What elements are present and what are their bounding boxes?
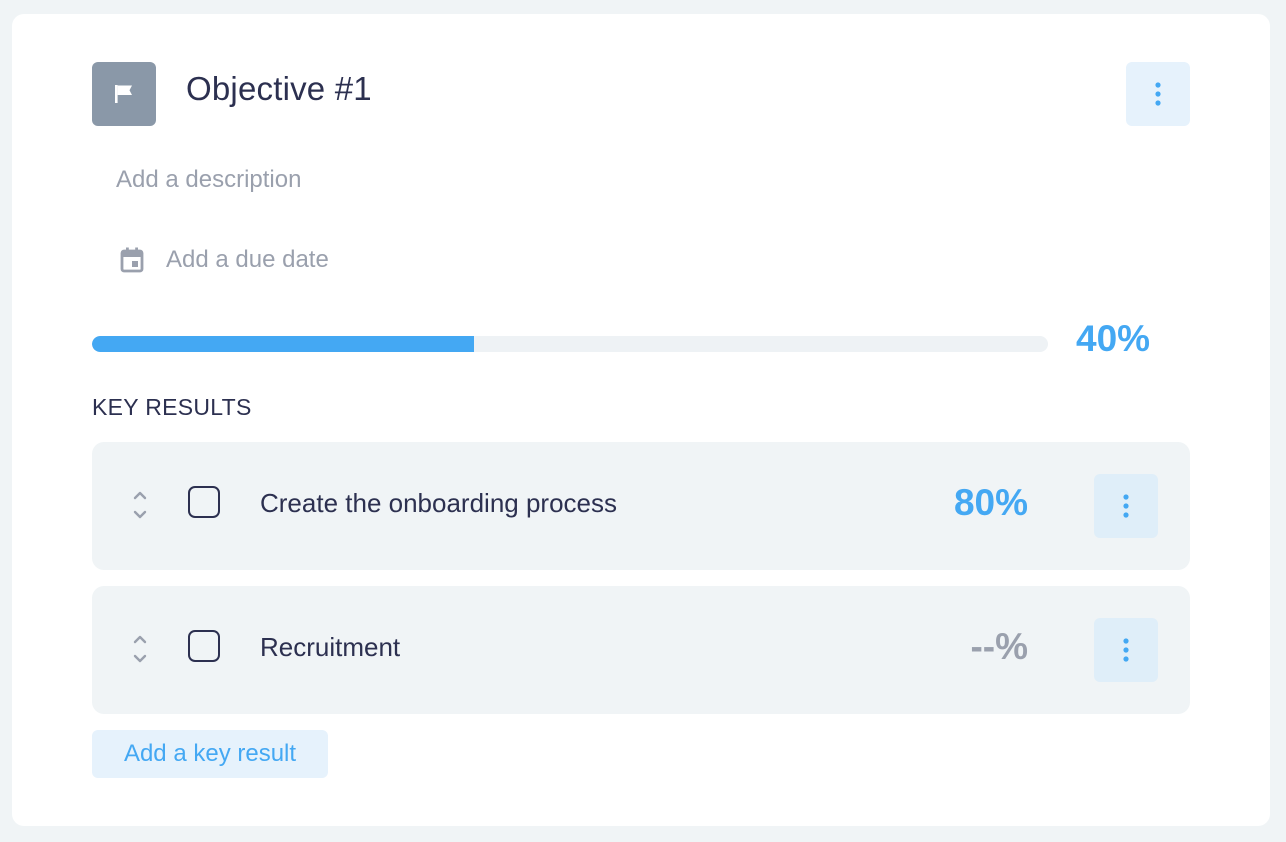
due-date-placeholder: Add a due date	[166, 246, 329, 273]
kebab-menu-icon	[1155, 82, 1161, 106]
description-field[interactable]: Add a description	[116, 166, 302, 193]
objective-progress-bar	[92, 336, 1048, 352]
key-result-row[interactable]: Recruitment --%	[92, 586, 1190, 714]
objective-card: Objective #1 Add a description Add a due…	[12, 14, 1270, 826]
due-date-field[interactable]: Add a due date	[118, 246, 329, 274]
key-result-label[interactable]: Recruitment	[260, 632, 401, 662]
key-result-percent[interactable]: 80%	[953, 482, 1028, 523]
key-result-checkbox[interactable]	[188, 630, 220, 662]
key-results-heading: KEY RESULTS	[92, 394, 252, 420]
kebab-menu-icon	[1123, 494, 1129, 518]
key-result-row[interactable]: Create the onboarding process 80%	[92, 442, 1190, 570]
objective-progress-fill	[92, 336, 475, 352]
key-result-checkbox[interactable]	[188, 486, 220, 518]
objective-menu-button[interactable]	[1126, 62, 1190, 126]
flag-icon	[115, 85, 132, 103]
objective-flag-badge	[92, 62, 156, 126]
key-result-label[interactable]: Create the onboarding process	[260, 488, 618, 518]
drag-handle-icon[interactable]	[132, 490, 148, 522]
objective-progress-percent: 40%	[1076, 318, 1151, 359]
add-key-result-button[interactable]: Add a key result	[92, 730, 328, 778]
drag-handle-icon[interactable]	[132, 634, 148, 666]
key-result-menu-button[interactable]	[1094, 474, 1158, 538]
calendar-icon	[120, 247, 144, 273]
objective-title[interactable]: Objective #1	[186, 70, 372, 107]
key-result-percent[interactable]: --%	[970, 626, 1028, 667]
key-result-menu-button[interactable]	[1094, 618, 1158, 682]
kebab-menu-icon	[1123, 638, 1129, 662]
